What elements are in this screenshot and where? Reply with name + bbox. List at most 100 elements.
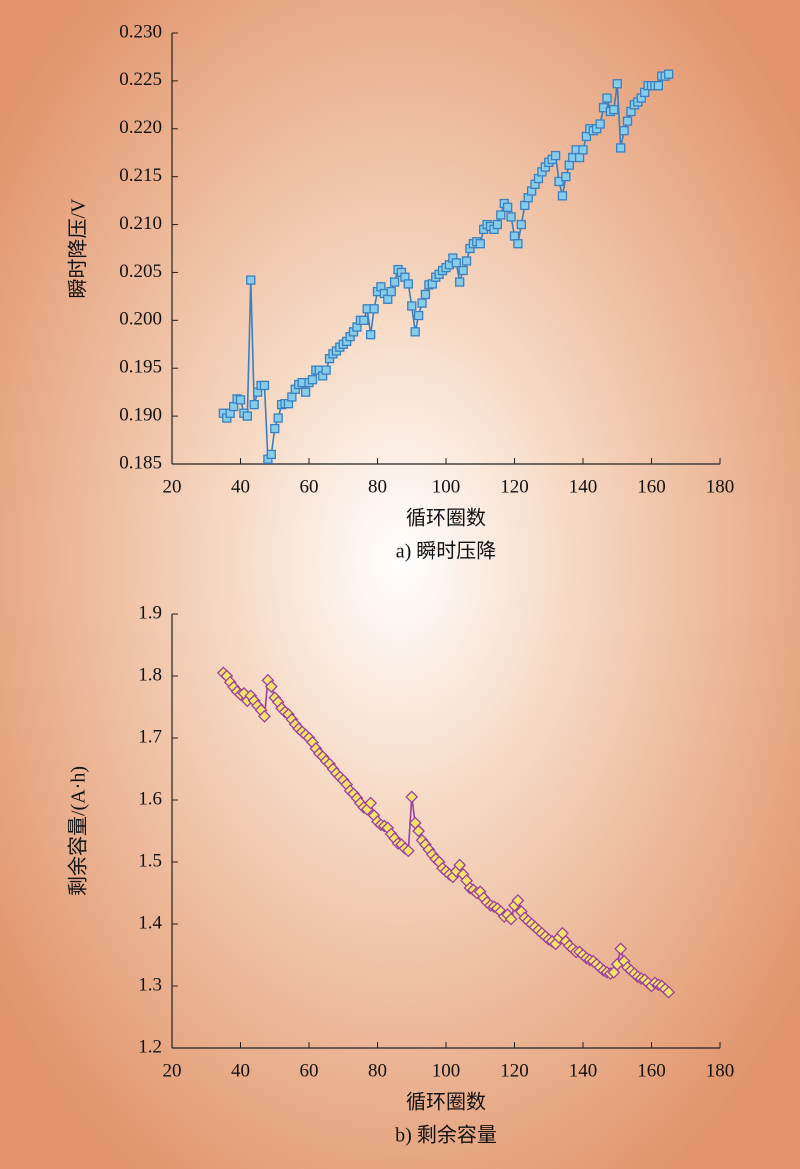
- marker: [574, 152, 585, 163]
- marker: [273, 413, 283, 423]
- marker: [496, 210, 506, 220]
- marker: [264, 680, 278, 693]
- x-tick-label: 140: [569, 476, 598, 497]
- marker: [413, 310, 424, 321]
- marker: [401, 844, 415, 858]
- marker: [662, 985, 676, 999]
- marker: [550, 150, 561, 161]
- marker: [266, 449, 276, 460]
- y-tick-label: 0.225: [119, 69, 162, 90]
- y-tick-label: 1.7: [138, 726, 162, 747]
- x-tick-label: 20: [163, 476, 182, 497]
- y-tick-label: 0.210: [119, 213, 162, 234]
- caption: a) 瞬时压降: [396, 540, 497, 563]
- marker: [451, 258, 461, 268]
- marker: [602, 93, 612, 103]
- x-tick-label: 120: [500, 1060, 529, 1081]
- marker: [365, 330, 376, 340]
- marker: [235, 395, 246, 405]
- y-tick-label: 1.8: [138, 664, 162, 685]
- marker: [455, 277, 465, 287]
- marker: [609, 104, 619, 115]
- x-axis-label: 循环圈数: [406, 507, 486, 530]
- x-tick-label: 60: [300, 1060, 319, 1081]
- y-tick-label: 1.4: [138, 912, 162, 933]
- marker: [246, 275, 256, 285]
- marker: [554, 176, 564, 187]
- x-tick-label: 180: [706, 1060, 735, 1081]
- marker: [359, 315, 369, 325]
- marker: [412, 824, 426, 838]
- x-tick-label: 160: [637, 1060, 666, 1081]
- marker: [509, 231, 520, 241]
- marker: [259, 380, 270, 391]
- marker: [653, 81, 663, 91]
- y-tick-label: 0.200: [119, 309, 162, 330]
- x-tick-label: 60: [300, 476, 319, 497]
- y-tick-label: 0.195: [119, 357, 162, 378]
- x-tick-label: 80: [368, 476, 387, 497]
- x-tick-label: 100: [432, 1060, 461, 1081]
- marker: [458, 265, 468, 276]
- y-tick-label: 0.220: [119, 117, 162, 138]
- marker: [492, 219, 503, 230]
- marker: [564, 160, 574, 170]
- marker: [504, 912, 518, 926]
- marker: [270, 423, 280, 434]
- y-tick-label: 0.230: [119, 21, 162, 42]
- x-tick-label: 140: [569, 1060, 598, 1081]
- marker: [383, 294, 393, 304]
- marker: [622, 116, 633, 126]
- y-tick-label: 0.215: [119, 165, 162, 186]
- marker: [287, 392, 297, 402]
- marker: [520, 200, 530, 211]
- x-tick-label: 20: [163, 1060, 182, 1081]
- x-tick-label: 40: [231, 476, 250, 497]
- y-tick-label: 1.6: [138, 788, 162, 809]
- marker: [516, 219, 526, 230]
- marker: [506, 212, 516, 222]
- marker: [403, 279, 413, 289]
- y-tick-label: 0.205: [119, 261, 162, 282]
- x-tick-label: 160: [637, 476, 666, 497]
- y-tick-label: 1.9: [138, 602, 162, 623]
- marker: [242, 411, 253, 421]
- caption: b) 剩余容量: [395, 1124, 497, 1147]
- marker: [502, 202, 513, 212]
- x-axis-label: 循环圈数: [406, 1091, 486, 1114]
- marker: [663, 69, 674, 79]
- y-axis-label: 剩余容量/(A·h): [67, 766, 90, 896]
- marker: [453, 858, 467, 872]
- marker: [461, 256, 472, 266]
- y-axis-label: 瞬时降压/V: [67, 198, 90, 299]
- marker: [369, 304, 379, 314]
- y-tick-label: 0.185: [119, 452, 162, 473]
- y-tick-label: 0.190: [119, 404, 162, 425]
- marker: [561, 172, 571, 182]
- x-tick-label: 100: [432, 476, 461, 497]
- marker: [407, 301, 417, 311]
- marker: [619, 126, 629, 136]
- marker: [249, 399, 259, 410]
- x-tick-label: 120: [500, 476, 529, 497]
- marker: [386, 286, 396, 297]
- marker: [420, 289, 431, 300]
- marker: [513, 239, 523, 249]
- marker: [389, 277, 400, 287]
- x-tick-label: 180: [706, 476, 735, 497]
- marker: [258, 709, 271, 723]
- marker: [410, 327, 420, 337]
- marker: [364, 796, 378, 810]
- marker: [321, 365, 331, 375]
- x-tick-label: 40: [231, 1060, 250, 1081]
- marker: [475, 239, 485, 249]
- y-tick-label: 1.2: [138, 1036, 162, 1057]
- marker: [307, 375, 318, 385]
- marker: [300, 387, 311, 397]
- marker: [616, 143, 626, 153]
- x-tick-label: 80: [368, 1060, 387, 1081]
- marker: [612, 79, 622, 89]
- marker: [511, 894, 525, 907]
